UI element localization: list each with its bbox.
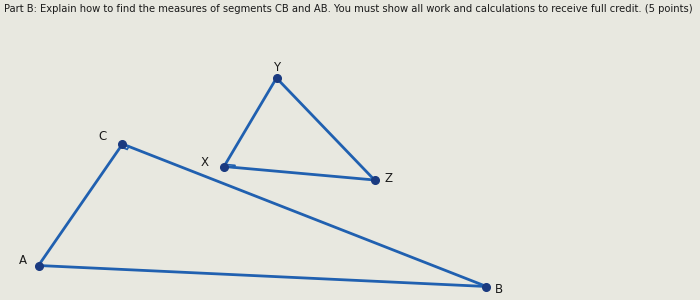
Text: C: C — [99, 130, 107, 143]
Text: A: A — [19, 254, 27, 268]
Text: Part B: Explain how to find the measures of segments CB and AB. You must show al: Part B: Explain how to find the measures… — [4, 4, 692, 14]
Text: X: X — [200, 155, 209, 169]
Text: B: B — [495, 283, 503, 296]
Text: Z: Z — [384, 172, 393, 185]
Text: Y: Y — [273, 61, 280, 74]
